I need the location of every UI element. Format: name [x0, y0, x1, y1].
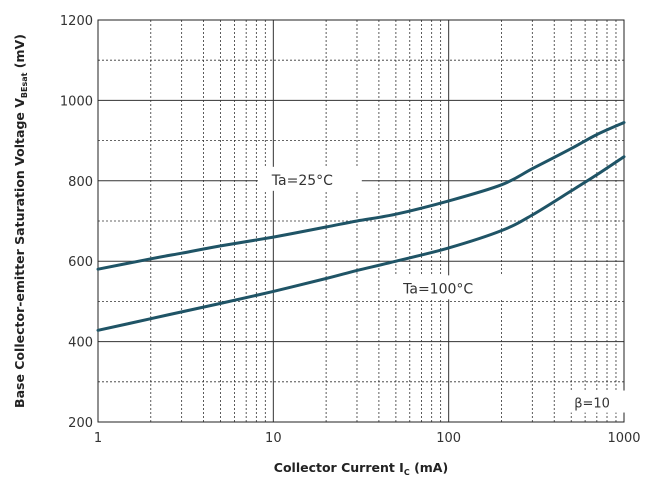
y-tick-label: 1000 [60, 94, 93, 109]
y-tick-label: 800 [68, 175, 93, 190]
y-tick-label: 400 [68, 336, 93, 351]
annotation-ta-25: Ta=25°C [257, 166, 362, 191]
x-tick-label: 100 [436, 431, 461, 446]
series-line-ta-100 [96, 155, 626, 332]
y-tick-label: 1200 [60, 14, 93, 29]
x-tick-label: 10 [265, 431, 282, 446]
y-axis-title: Base Collector-emitter Saturation Voltag… [12, 34, 29, 408]
annotation-ta-100-text: Ta=100°C [402, 281, 473, 297]
y-tick-labels: 200 400 600 800 1000 1200 [60, 14, 93, 431]
series-group [96, 121, 626, 332]
x-tick-label: 1000 [607, 431, 640, 446]
series-line-ta-25 [96, 121, 626, 271]
annotation-beta: β=10 [568, 390, 627, 413]
plot-frame [97, 19, 625, 423]
x-tick-label: 1 [94, 431, 102, 446]
annotation-ta-25-text: Ta=25°C [271, 173, 333, 189]
y-tick-label: 200 [68, 416, 93, 431]
x-axis-title: Collector Current IC (mA) [274, 460, 448, 477]
annotation-beta-text: β=10 [574, 397, 610, 412]
y-tick-label: 600 [68, 255, 93, 270]
annotation-ta-100: Ta=100°C [391, 275, 504, 300]
x-tick-labels: 1 10 100 1000 [94, 431, 641, 446]
